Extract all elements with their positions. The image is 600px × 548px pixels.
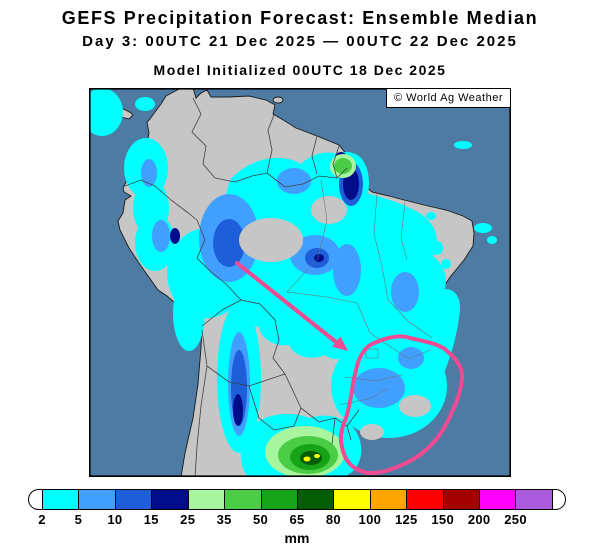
colorbar-cell-80 bbox=[333, 490, 370, 509]
colorbar-label-250: 250 bbox=[504, 512, 527, 527]
colorbar-label-100: 100 bbox=[358, 512, 382, 527]
colorbar-label-15: 15 bbox=[143, 512, 159, 527]
valid-period-line: Day 3: 00UTC 21 Dec 2025 — 00UTC 22 Dec … bbox=[82, 33, 518, 50]
colorbar-cell-35 bbox=[224, 490, 261, 509]
trinidad-island bbox=[272, 96, 284, 104]
model-init-line: Model Initialized 00UTC 18 Dec 2025 bbox=[153, 62, 447, 78]
map-panel: © World Ag Weather bbox=[89, 88, 511, 477]
colorbar-cell-65 bbox=[296, 490, 334, 509]
colorbar-label-10: 10 bbox=[107, 512, 123, 527]
colorbar-cell-10 bbox=[114, 490, 152, 509]
colorbar-cell-25 bbox=[187, 490, 225, 509]
colorbar-label-25: 25 bbox=[180, 512, 196, 527]
colorbar-label-125: 125 bbox=[394, 512, 418, 527]
colorbar-cells bbox=[42, 489, 552, 510]
colorbar-left-cap bbox=[28, 489, 42, 510]
colorbar-labels: 2 5 10 15 25 35 50 65 80 100 125 150 200 250 bbox=[28, 512, 566, 528]
colorbar-label-80: 80 bbox=[325, 512, 341, 527]
page-title: GEFS Precipitation Forecast: Ensemble Me… bbox=[61, 8, 539, 28]
colorbar-label-35: 35 bbox=[216, 512, 232, 527]
highlight-region-outline bbox=[338, 334, 465, 475]
precipitation-map bbox=[89, 88, 511, 477]
colorbar-label-200: 200 bbox=[467, 512, 491, 527]
colorbar-unit: mm bbox=[284, 530, 310, 546]
df-square bbox=[365, 348, 379, 359]
colorbar-right-cap bbox=[552, 489, 566, 510]
colorbar-label-50: 50 bbox=[253, 512, 269, 527]
watermark: © World Ag Weather bbox=[385, 88, 511, 108]
colorbar-cell-200 bbox=[479, 490, 516, 509]
colorbar-label-65: 65 bbox=[289, 512, 305, 527]
annotation-layer bbox=[235, 261, 465, 475]
colorbar-label-2: 2 bbox=[38, 512, 46, 527]
highlight-arrow-shaft bbox=[235, 261, 338, 344]
colorbar-label-5: 5 bbox=[74, 512, 83, 527]
colorbar-cell-5 bbox=[78, 490, 115, 509]
colorbar-cell-150 bbox=[442, 490, 480, 509]
colorbar-label-150: 150 bbox=[431, 512, 454, 527]
colorbar-cell-250 bbox=[515, 490, 552, 509]
colorbar-cell-125 bbox=[406, 490, 443, 509]
highlight-arrow-head bbox=[332, 336, 348, 351]
state-borders-layer bbox=[286, 179, 433, 406]
country-borders-layer bbox=[124, 97, 360, 477]
colorbar-cell-2 bbox=[42, 490, 79, 509]
colorbar-cell-100 bbox=[369, 490, 407, 509]
colorbar-cell-15 bbox=[151, 490, 188, 509]
colorbar-cell-50 bbox=[260, 490, 297, 509]
colorbar bbox=[28, 489, 566, 510]
map-frame bbox=[89, 88, 511, 477]
